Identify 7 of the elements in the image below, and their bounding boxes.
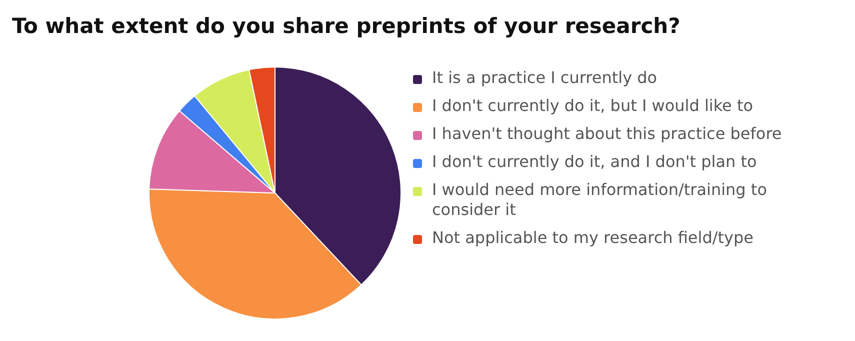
legend-label: I would need more information/training to consider it xyxy=(432,180,768,220)
legend-label: I don't currently do it, and I don't plan to xyxy=(432,152,758,172)
legend-label: I don't currently do it, but I would like to xyxy=(432,96,754,116)
legend-label: It is a practice I currently do xyxy=(432,68,658,88)
legend-label: Not applicable to my research field/type xyxy=(432,228,755,248)
legend-label: I haven't thought about this practice before xyxy=(432,124,783,144)
chart-title: To what extent do you share preprints of your research? xyxy=(12,14,680,38)
